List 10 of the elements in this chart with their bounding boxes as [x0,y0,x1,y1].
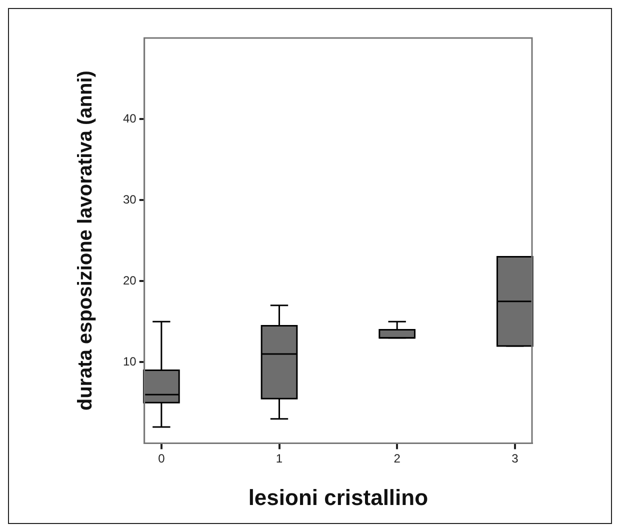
y-axis-title: durata esposizione lavorativa (anni) [74,70,97,411]
x-tick-label: 2 [394,452,401,466]
x-axis-title: lesioni cristallino [248,484,428,510]
x-tick-label: 1 [276,452,283,466]
y-tick-label: 10 [122,354,137,368]
y-tick-label: 30 [122,192,137,206]
x-tick-label: 3 [512,452,519,466]
y-tick-label: 40 [122,111,137,126]
y-tick-label: 20 [122,273,137,288]
x-tick-label: 0 [158,452,166,466]
